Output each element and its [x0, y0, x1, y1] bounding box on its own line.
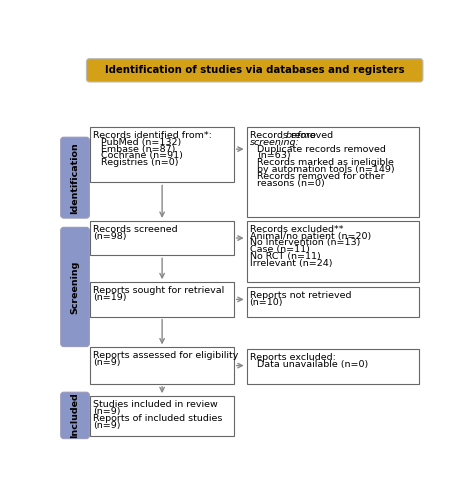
Text: reasons (n=0): reasons (n=0)	[257, 179, 325, 188]
FancyBboxPatch shape	[86, 59, 423, 82]
Text: (n=9): (n=9)	[93, 407, 121, 416]
Text: No RCT (n=11): No RCT (n=11)	[249, 252, 320, 261]
Text: Animal/no patient (n=20): Animal/no patient (n=20)	[249, 232, 371, 241]
Text: (n=98): (n=98)	[93, 232, 127, 241]
Text: (n=10): (n=10)	[249, 297, 283, 306]
FancyBboxPatch shape	[246, 127, 419, 217]
Text: screening:: screening:	[249, 137, 299, 146]
Text: Records screened: Records screened	[93, 225, 178, 234]
Text: Screening: Screening	[71, 260, 80, 314]
Text: Reports of included studies: Reports of included studies	[93, 414, 223, 423]
Text: No Intervention (n=13): No Intervention (n=13)	[249, 239, 360, 248]
Text: Reports assessed for eligibility: Reports assessed for eligibility	[93, 351, 239, 360]
FancyBboxPatch shape	[61, 227, 90, 347]
Text: before: before	[285, 130, 317, 140]
Text: (n=19): (n=19)	[93, 293, 127, 302]
Text: Identification of studies via databases and registers: Identification of studies via databases …	[105, 65, 404, 75]
FancyBboxPatch shape	[61, 137, 90, 218]
Text: Records identified from*:: Records identified from*:	[93, 130, 212, 140]
Text: Duplicate records removed: Duplicate records removed	[257, 144, 386, 153]
Text: by automation tools (n=149): by automation tools (n=149)	[257, 165, 394, 174]
Text: Irrelevant (n=24): Irrelevant (n=24)	[249, 259, 332, 268]
Text: Registries (n=0): Registries (n=0)	[101, 158, 178, 167]
Text: (n=9): (n=9)	[93, 421, 121, 430]
Text: (n=63): (n=63)	[257, 151, 291, 160]
Text: Records removed for other: Records removed for other	[257, 172, 384, 181]
FancyBboxPatch shape	[246, 287, 419, 317]
Text: Case (n=11): Case (n=11)	[249, 246, 310, 254]
Text: Data unavailable (n=0): Data unavailable (n=0)	[257, 360, 368, 369]
Text: PubMed (n=132): PubMed (n=132)	[101, 137, 181, 146]
FancyBboxPatch shape	[246, 221, 419, 282]
FancyBboxPatch shape	[91, 282, 234, 317]
Text: Reports excluded:: Reports excluded:	[249, 353, 336, 362]
FancyBboxPatch shape	[61, 392, 90, 439]
Text: Records removed: Records removed	[249, 130, 336, 140]
Text: (n=9): (n=9)	[93, 358, 121, 367]
FancyBboxPatch shape	[91, 221, 234, 255]
Text: Records marked as ineligible: Records marked as ineligible	[257, 158, 394, 167]
Text: Identification: Identification	[71, 142, 80, 214]
Text: Cochrane (n=91): Cochrane (n=91)	[101, 151, 182, 160]
FancyBboxPatch shape	[91, 348, 234, 384]
Text: Reports not retrieved: Reports not retrieved	[249, 291, 351, 300]
Text: Included: Included	[71, 392, 80, 438]
FancyBboxPatch shape	[91, 396, 234, 436]
Text: Studies included in review: Studies included in review	[93, 400, 218, 409]
Text: Reports sought for retrieval: Reports sought for retrieval	[93, 286, 225, 295]
FancyBboxPatch shape	[91, 127, 234, 182]
Text: Records excluded**: Records excluded**	[249, 225, 343, 234]
FancyBboxPatch shape	[246, 349, 419, 384]
Text: Embase (n=87): Embase (n=87)	[101, 144, 175, 153]
